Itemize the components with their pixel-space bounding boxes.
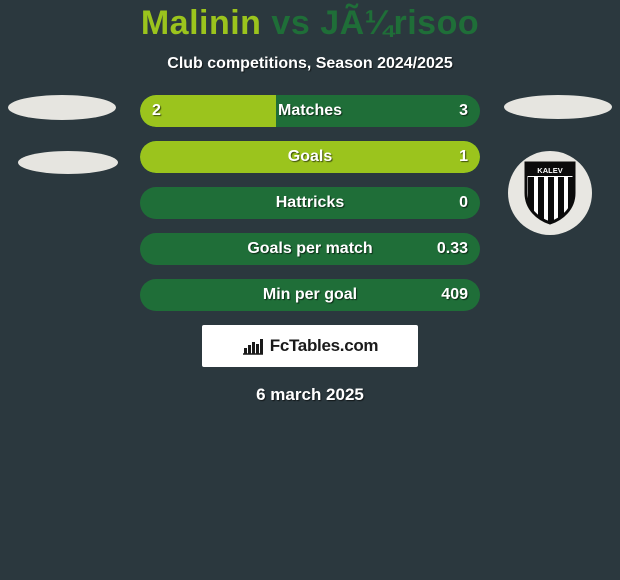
stat-label: Goals xyxy=(140,141,480,173)
branding-text: FcTables.com xyxy=(270,336,379,356)
shield-icon: KALEV xyxy=(524,161,576,225)
bar-chart-icon xyxy=(242,337,264,355)
date: 6 march 2025 xyxy=(0,385,620,405)
stat-value-right: 409 xyxy=(441,279,468,311)
stat-row: Goals per match0.33 xyxy=(140,233,480,265)
stat-value-right: 0 xyxy=(459,187,468,219)
stat-row: Hattricks0 xyxy=(140,187,480,219)
stat-value-right: 3 xyxy=(459,95,468,127)
title-vs: vs xyxy=(271,4,310,42)
player2-name: JÃ¼risoo xyxy=(320,4,479,42)
stat-row: Goals1 xyxy=(140,141,480,173)
stat-row: 2Matches3 xyxy=(140,95,480,127)
comparison-card: Malinin vs JÃ¼risoo Club competitions, S… xyxy=(0,0,620,405)
stats-area: KALEV 2Matches3 Goals1 Hattricks0 Goals per… xyxy=(0,95,620,311)
subtitle: Club competitions, Season 2024/2025 xyxy=(0,55,620,73)
stat-value-right: 1 xyxy=(459,141,468,173)
stat-value-right: 0.33 xyxy=(437,233,468,265)
branding-badge: FcTables.com xyxy=(202,325,418,367)
stat-label: Min per goal xyxy=(140,279,480,311)
stat-label: Goals per match xyxy=(140,233,480,265)
player2-club-badge: KALEV xyxy=(508,151,592,235)
player1-avatar-placeholder-1 xyxy=(8,95,116,120)
player2-avatar-placeholder xyxy=(504,95,612,119)
stat-label: Hattricks xyxy=(140,187,480,219)
stat-label: Matches xyxy=(140,95,480,127)
badge-text: KALEV xyxy=(537,166,562,175)
player1-avatar-placeholder-2 xyxy=(18,151,118,174)
stat-row: Min per goal409 xyxy=(140,279,480,311)
player1-name: Malinin xyxy=(141,4,262,42)
stat-rows: 2Matches3 Goals1 Hattricks0 Goals per match… xyxy=(140,95,480,311)
title: Malinin vs JÃ¼risoo xyxy=(0,4,620,43)
